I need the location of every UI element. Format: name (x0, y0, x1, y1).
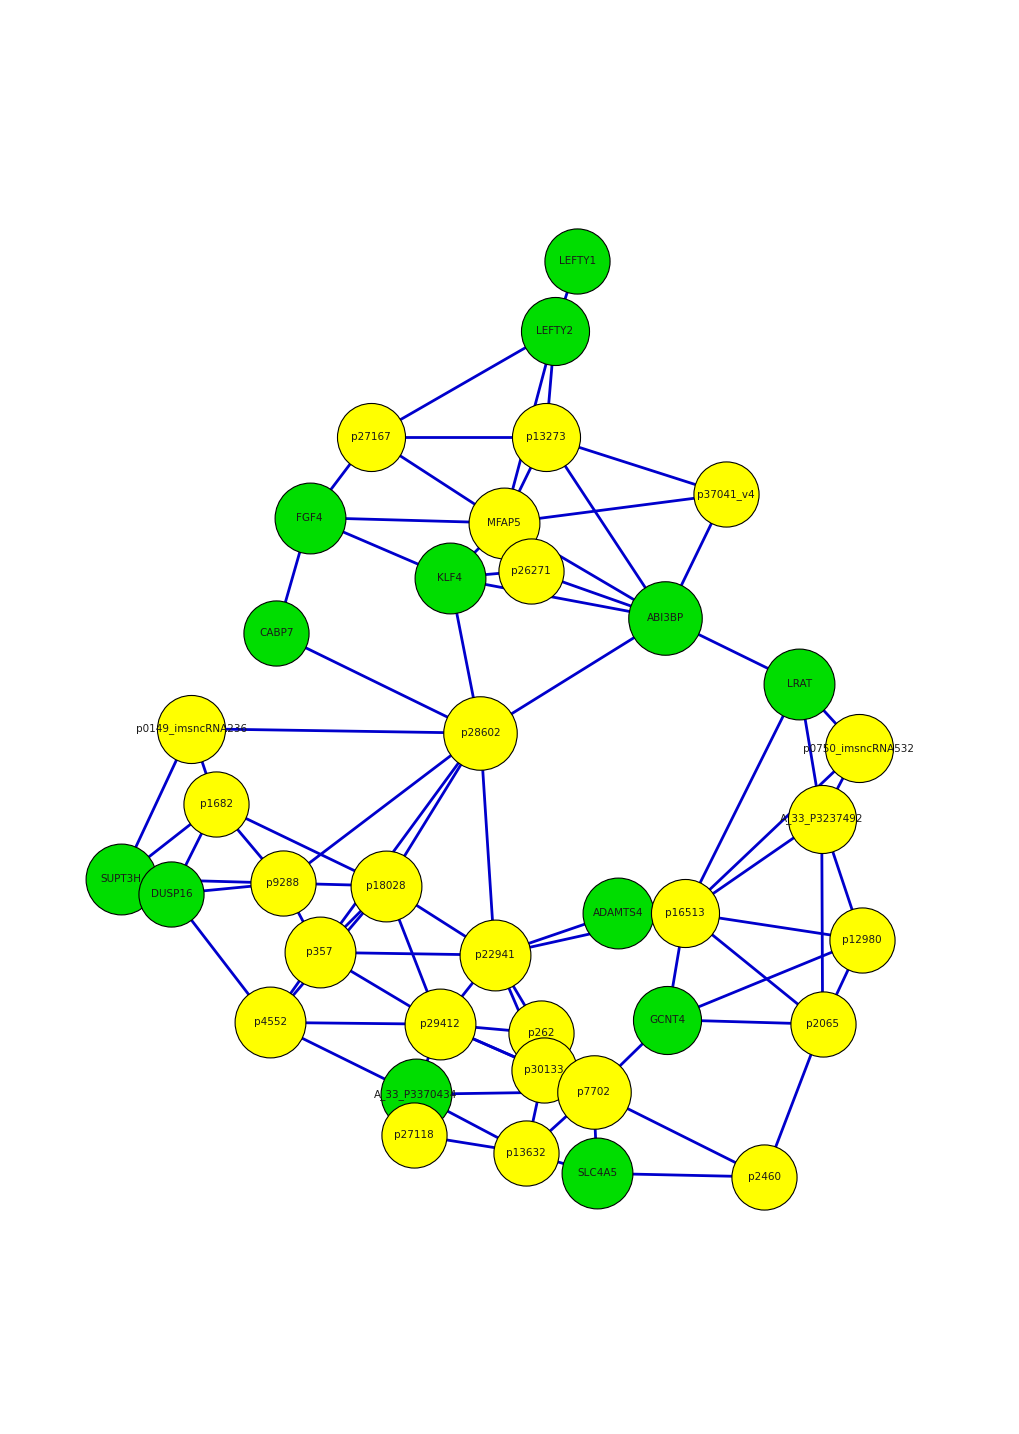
Text: p9288: p9288 (266, 878, 299, 888)
Point (677, 902, 693, 925)
Text: p1682: p1682 (200, 799, 232, 809)
Point (755, 1166, 771, 1189)
Point (585, 1080, 601, 1103)
Point (208, 793, 224, 816)
Text: p26271: p26271 (511, 565, 550, 575)
Point (850, 737, 866, 760)
Point (716, 483, 733, 506)
Point (441, 566, 458, 589)
Point (268, 622, 284, 645)
Text: A_33_P3370434: A_33_P3370434 (374, 1088, 457, 1100)
Point (182, 717, 199, 740)
Text: p4552: p4552 (254, 1018, 286, 1027)
Text: p16513: p16513 (664, 908, 704, 918)
Text: p28602: p28602 (461, 728, 499, 739)
Text: p2460: p2460 (747, 1172, 780, 1182)
Text: LEFTY2: LEFTY2 (536, 326, 573, 336)
Point (656, 607, 673, 630)
Text: LEFTY1: LEFTY1 (558, 255, 595, 265)
Point (588, 1162, 604, 1184)
Point (163, 882, 179, 905)
Text: p12980: p12980 (842, 935, 881, 945)
Point (546, 320, 562, 343)
Text: CABP7: CABP7 (259, 628, 293, 638)
Point (518, 1141, 534, 1164)
Point (569, 250, 585, 272)
Text: A_33_P3237492: A_33_P3237492 (780, 813, 863, 825)
Point (486, 944, 502, 967)
Text: MFAP5: MFAP5 (486, 518, 520, 528)
Text: p29412: p29412 (420, 1020, 460, 1030)
Point (535, 1058, 551, 1081)
Text: p30133: p30133 (524, 1065, 564, 1076)
Point (658, 1008, 675, 1031)
Point (522, 559, 538, 582)
Point (406, 1123, 422, 1146)
Point (274, 872, 290, 895)
Point (377, 875, 393, 898)
Text: GCNT4: GCNT4 (648, 1015, 685, 1025)
Text: ADAMTS4: ADAMTS4 (592, 908, 642, 918)
Point (302, 506, 318, 529)
Point (311, 941, 327, 964)
Point (495, 512, 512, 535)
Text: p0750_imsncRNA532: p0750_imsncRNA532 (802, 743, 913, 754)
Text: DUSP16: DUSP16 (151, 889, 192, 899)
Text: ABI3BP: ABI3BP (646, 614, 684, 624)
Text: p357: p357 (306, 948, 332, 958)
Text: p13273: p13273 (526, 432, 566, 442)
Point (431, 1012, 447, 1035)
Text: p7702: p7702 (577, 1087, 609, 1097)
Point (472, 721, 488, 744)
Text: SUPT3H: SUPT3H (101, 873, 142, 883)
Text: p22941: p22941 (475, 951, 515, 959)
Point (609, 902, 626, 925)
Point (853, 928, 869, 951)
Text: p13632: p13632 (505, 1147, 545, 1157)
Text: p2065: p2065 (805, 1020, 839, 1030)
Point (537, 426, 553, 449)
Point (408, 1083, 424, 1106)
Text: p27167: p27167 (351, 432, 390, 442)
Point (533, 1022, 549, 1045)
Point (813, 1012, 829, 1035)
Text: KLF4: KLF4 (437, 572, 462, 582)
Text: p0149_imsncRNA236: p0149_imsncRNA236 (136, 723, 247, 734)
Text: p262: p262 (528, 1028, 554, 1038)
Point (262, 1011, 278, 1034)
Text: p37041_v4: p37041_v4 (696, 489, 754, 499)
Text: LRAT: LRAT (786, 678, 811, 688)
Text: p27118: p27118 (393, 1130, 433, 1140)
Text: SLC4A5: SLC4A5 (577, 1169, 616, 1179)
Point (791, 673, 807, 695)
Point (813, 807, 829, 830)
Text: p18028: p18028 (366, 880, 406, 891)
Point (362, 426, 378, 449)
Point (113, 868, 129, 891)
Text: FGF4: FGF4 (297, 512, 323, 522)
